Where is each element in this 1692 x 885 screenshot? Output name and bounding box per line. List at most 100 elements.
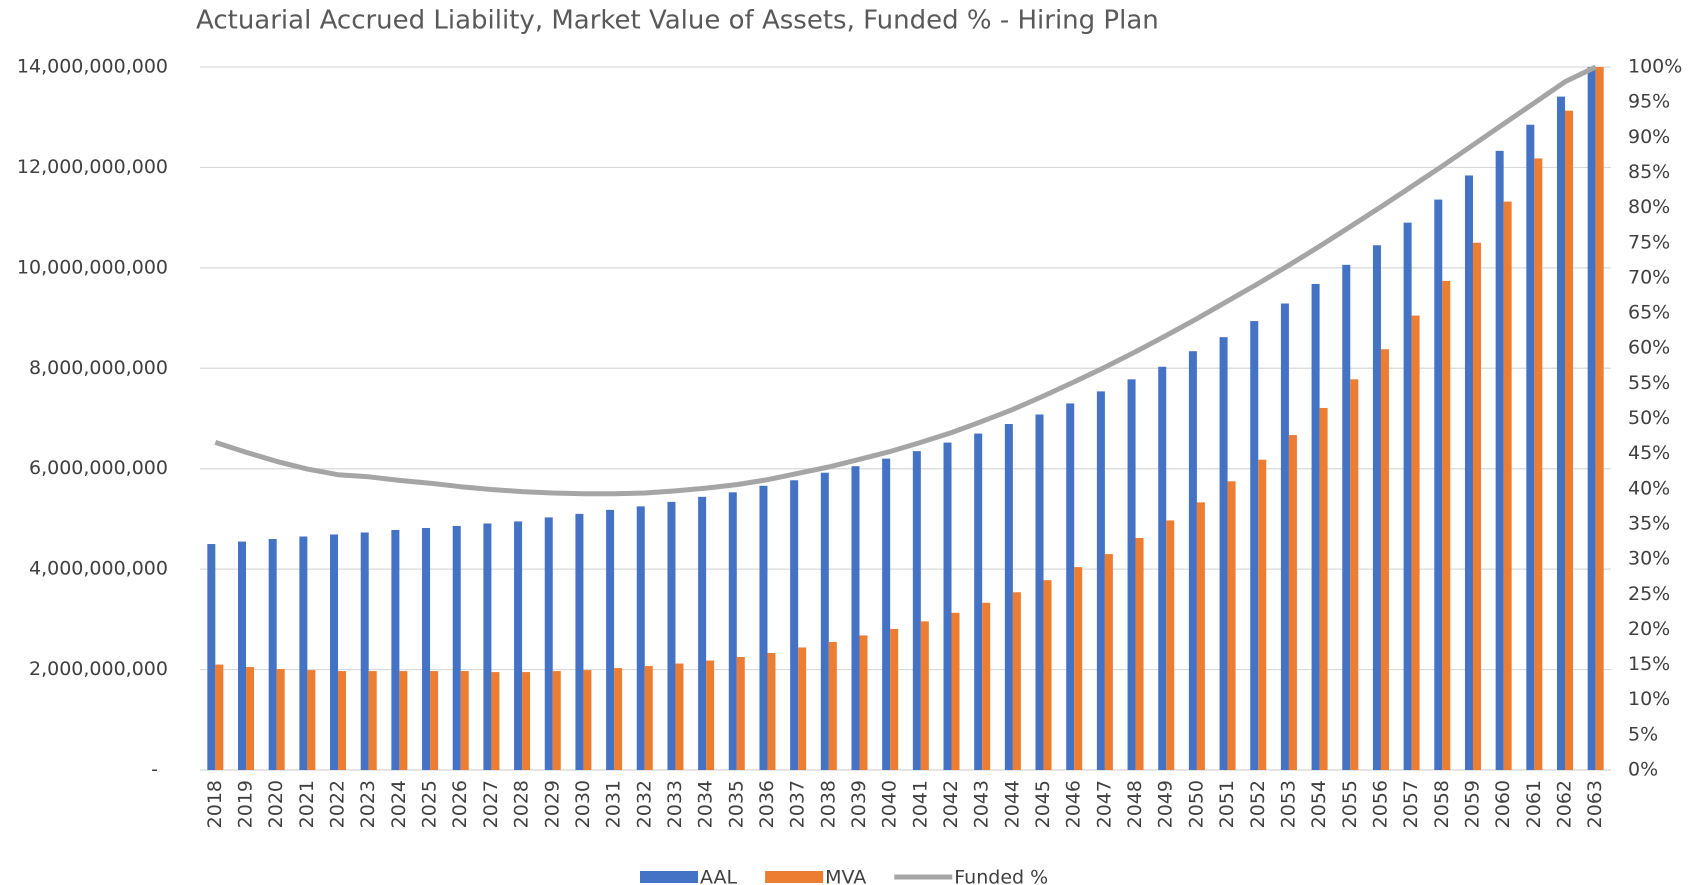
bar bbox=[1556, 96, 1565, 771]
legend-swatch bbox=[640, 871, 698, 883]
bar bbox=[1434, 199, 1443, 770]
bar bbox=[1380, 349, 1389, 770]
bar bbox=[943, 442, 952, 770]
x-tick-label: 2032 bbox=[633, 780, 655, 828]
y2-tick-label: 55% bbox=[1628, 372, 1670, 394]
bar bbox=[422, 527, 431, 770]
y2-tick-label: 20% bbox=[1628, 618, 1670, 640]
x-tick-label: 2041 bbox=[909, 780, 931, 828]
x-tick-label: 2054 bbox=[1308, 780, 1330, 828]
x-tick-label: 2060 bbox=[1492, 780, 1514, 828]
x-tick-label: 2022 bbox=[327, 780, 349, 828]
y-tick-label: 10,000,000,000 bbox=[17, 256, 168, 278]
x-tick-label: 2036 bbox=[756, 780, 778, 828]
y-tick-label: 8,000,000,000 bbox=[29, 357, 168, 379]
bar bbox=[1411, 315, 1420, 770]
x-tick-label: 2029 bbox=[541, 780, 563, 828]
bar bbox=[1043, 580, 1052, 770]
bar bbox=[1280, 303, 1289, 770]
bar bbox=[790, 480, 799, 770]
x-tick-label: 2039 bbox=[848, 780, 870, 828]
y-tick-label: 12,000,000,000 bbox=[17, 156, 168, 178]
bar bbox=[1319, 407, 1328, 770]
x-tick-label: 2052 bbox=[1247, 780, 1269, 828]
bar bbox=[675, 663, 684, 770]
bar bbox=[1288, 435, 1297, 770]
legend-label: Funded % bbox=[954, 867, 1048, 885]
bar bbox=[859, 635, 868, 770]
bar bbox=[636, 506, 645, 770]
bar bbox=[759, 485, 768, 770]
bar bbox=[368, 671, 377, 770]
bar bbox=[614, 668, 623, 770]
x-tick-label: 2037 bbox=[787, 780, 809, 828]
y2-tick-label: 100% bbox=[1628, 56, 1682, 78]
y2-tick-label: 25% bbox=[1628, 583, 1670, 605]
x-tick-label: 2044 bbox=[1001, 780, 1023, 828]
x-tick-label: 2035 bbox=[725, 780, 747, 828]
bar bbox=[1311, 283, 1320, 770]
bar bbox=[951, 612, 960, 770]
bar bbox=[1158, 366, 1167, 770]
bar bbox=[890, 628, 899, 770]
x-tick-label: 2061 bbox=[1523, 780, 1545, 828]
bar bbox=[882, 458, 891, 770]
x-tick-label: 2049 bbox=[1155, 780, 1177, 828]
bar bbox=[1258, 459, 1267, 770]
x-tick-label: 2034 bbox=[695, 780, 717, 828]
bar bbox=[828, 641, 837, 770]
bar bbox=[606, 509, 615, 770]
bar bbox=[728, 492, 737, 770]
y-tick-label: 6,000,000,000 bbox=[29, 457, 168, 479]
bar bbox=[544, 517, 553, 770]
x-tick-label: 2058 bbox=[1431, 780, 1453, 828]
bar bbox=[1534, 158, 1543, 770]
x-tick-label: 2020 bbox=[265, 780, 287, 828]
y2-tick-label: 60% bbox=[1628, 337, 1670, 359]
legend-label: AAL bbox=[700, 867, 738, 885]
y2-tick-label: 5% bbox=[1628, 723, 1658, 745]
y2-tick-label: 0% bbox=[1628, 759, 1658, 781]
bar bbox=[1350, 379, 1359, 770]
bar bbox=[207, 544, 216, 770]
y2-tick-label: 95% bbox=[1628, 91, 1670, 113]
bar bbox=[552, 671, 561, 770]
x-tick-label: 2053 bbox=[1277, 780, 1299, 828]
bar bbox=[1495, 150, 1504, 771]
legend-label: MVA bbox=[825, 867, 866, 885]
bar bbox=[912, 451, 921, 770]
bar bbox=[736, 657, 745, 770]
bar bbox=[299, 536, 308, 770]
bar bbox=[974, 433, 983, 770]
bar bbox=[851, 466, 860, 770]
x-tick-label: 2026 bbox=[449, 780, 471, 828]
bar bbox=[644, 666, 653, 770]
bar bbox=[1188, 351, 1197, 770]
bar bbox=[1166, 520, 1175, 770]
bar bbox=[698, 496, 707, 770]
bar bbox=[820, 472, 829, 770]
bar bbox=[514, 521, 523, 770]
bar bbox=[1227, 481, 1236, 770]
bar bbox=[483, 523, 492, 770]
x-tick-label: 2056 bbox=[1369, 780, 1391, 828]
bar bbox=[1503, 201, 1512, 770]
legend-swatch bbox=[765, 871, 824, 883]
bar bbox=[1442, 280, 1451, 770]
bar bbox=[1104, 554, 1113, 770]
y2-tick-label: 10% bbox=[1628, 688, 1670, 710]
x-tick-label: 2033 bbox=[664, 780, 686, 828]
x-tick-label: 2043 bbox=[971, 780, 993, 828]
y2-tick-label: 40% bbox=[1628, 477, 1670, 499]
x-tick-label: 2057 bbox=[1400, 780, 1422, 828]
x-tick-label: 2025 bbox=[419, 780, 441, 828]
x-tick-label: 2023 bbox=[357, 780, 379, 828]
x-tick-label: 2063 bbox=[1584, 780, 1606, 828]
x-tick-label: 2055 bbox=[1339, 780, 1361, 828]
x-tick-label: 2030 bbox=[572, 780, 594, 828]
x-tick-label: 2024 bbox=[388, 780, 410, 828]
bar bbox=[307, 670, 316, 770]
x-tick-label: 2046 bbox=[1063, 780, 1085, 828]
bar bbox=[1342, 264, 1351, 770]
